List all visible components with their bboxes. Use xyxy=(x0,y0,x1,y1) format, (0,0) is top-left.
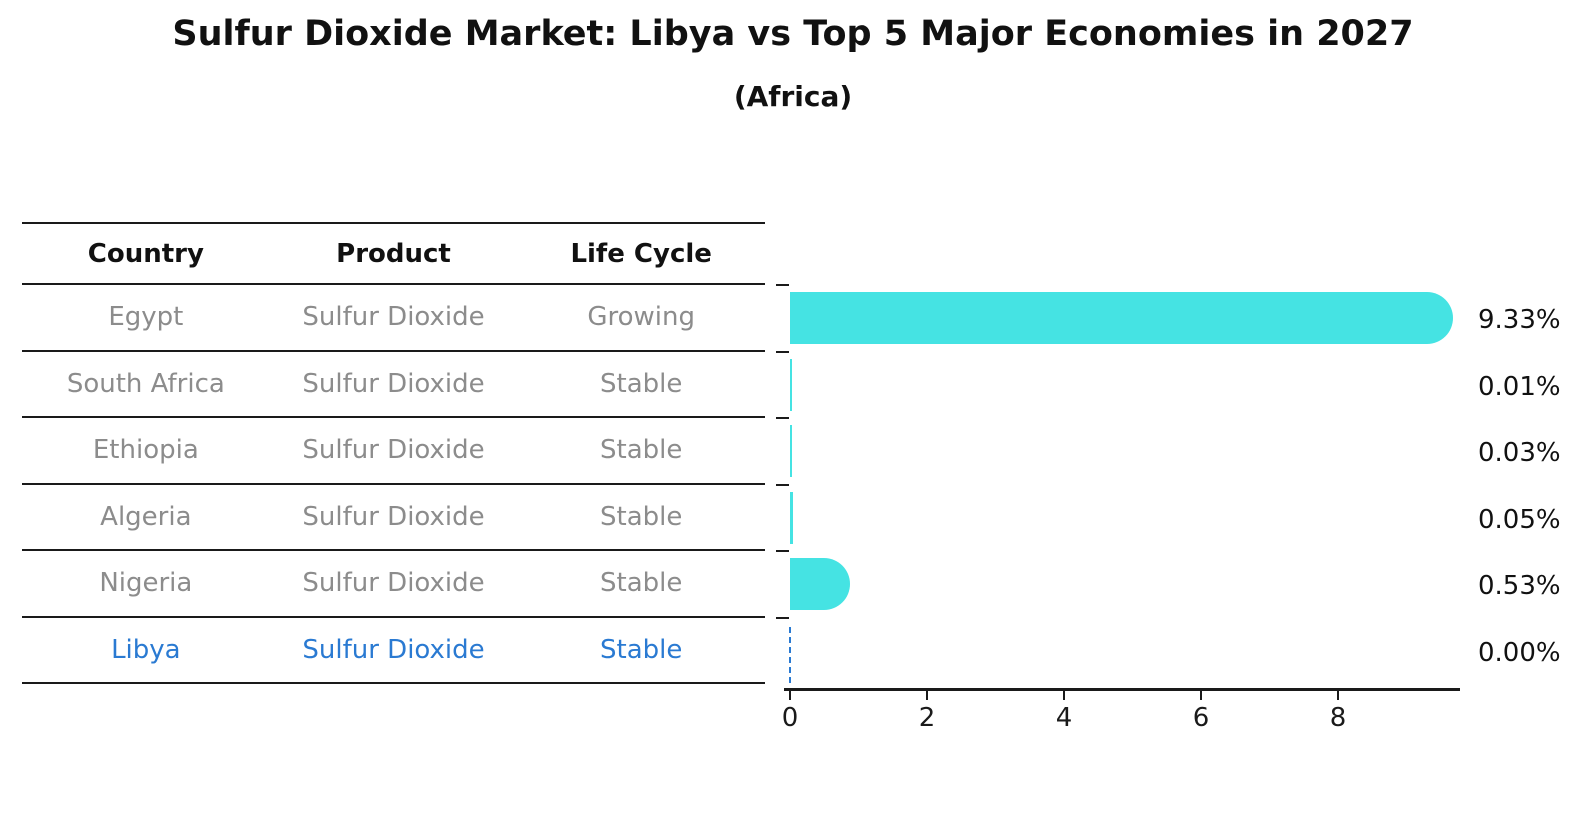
cell-product: Sulfur Dioxide xyxy=(302,302,485,333)
table-row: Algeria Sulfur Dioxide Stable xyxy=(22,485,765,551)
bar-libya-zero-marker xyxy=(789,626,791,683)
cell-country: Libya xyxy=(111,634,181,665)
x-axis-tick xyxy=(1063,691,1065,700)
cell-life-cycle: Stable xyxy=(600,568,683,599)
chart-title: Sulfur Dioxide Market: Libya vs Top 5 Ma… xyxy=(172,14,1414,54)
value-labels: 9.33% 0.01% 0.03% 0.05% 0.53% 0.00% xyxy=(1478,222,1586,692)
value-label-ethiopia: 0.03% xyxy=(1478,438,1561,469)
header-product: Product xyxy=(336,238,451,269)
cell-product: Sulfur Dioxide xyxy=(302,368,485,399)
y-axis-tick xyxy=(776,616,789,619)
cell-country: Nigeria xyxy=(99,568,193,599)
x-axis-line xyxy=(784,688,1460,691)
x-axis-tick-label: 6 xyxy=(1192,703,1210,733)
table-row: Egypt Sulfur Dioxide Growing xyxy=(22,285,765,352)
y-axis-tick xyxy=(776,350,789,353)
cell-life-cycle: Stable xyxy=(600,501,683,532)
value-label-libya: 0.00% xyxy=(1478,637,1561,668)
cell-life-cycle: Growing xyxy=(587,302,695,333)
header-life-cycle: Life Cycle xyxy=(570,238,712,269)
bar-egypt xyxy=(790,292,1454,345)
x-axis-tick xyxy=(789,691,791,700)
cell-product: Sulfur Dioxide xyxy=(302,634,485,665)
cell-country: Algeria xyxy=(100,501,192,532)
cell-life-cycle: Stable xyxy=(600,634,683,665)
y-axis-tick xyxy=(776,550,789,552)
cell-country: Egypt xyxy=(108,302,184,333)
x-axis-tick-label: 2 xyxy=(918,703,936,733)
bar-south-africa xyxy=(790,358,792,411)
market-table: Country Product Life Cycle Egypt Sulfur … xyxy=(22,222,765,684)
chart-subtitle: (Africa) xyxy=(733,80,853,113)
table-row: Libya Sulfur Dioxide Stable xyxy=(22,618,765,684)
x-axis-tick-label: 0 xyxy=(781,703,799,733)
bar-plot: 0 2 4 6 8 xyxy=(776,222,1460,733)
y-axis-tick xyxy=(776,284,789,286)
header-country: Country xyxy=(87,238,204,269)
cell-product: Sulfur Dioxide xyxy=(302,568,485,599)
cell-life-cycle: Stable xyxy=(600,435,683,466)
bar-ethiopia xyxy=(790,425,793,478)
x-axis-tick xyxy=(1200,691,1202,700)
value-label-nigeria: 0.53% xyxy=(1478,571,1561,602)
cell-product: Sulfur Dioxide xyxy=(302,501,485,532)
bar-algeria xyxy=(790,491,794,544)
x-axis-tick xyxy=(926,691,928,700)
table-row: Ethiopia Sulfur Dioxide Stable xyxy=(22,418,765,485)
market-table-header: Country Product Life Cycle xyxy=(22,222,765,285)
y-axis-tick xyxy=(776,483,789,486)
cell-product: Sulfur Dioxide xyxy=(302,435,485,466)
bar-nigeria xyxy=(790,558,851,611)
x-axis-tick xyxy=(1337,691,1339,700)
value-label-south-africa: 0.01% xyxy=(1478,371,1561,402)
cell-country: Ethiopia xyxy=(92,435,199,466)
y-axis-tick xyxy=(776,417,789,419)
table-row: South Africa Sulfur Dioxide Stable xyxy=(22,352,765,418)
table-row: Nigeria Sulfur Dioxide Stable xyxy=(22,551,765,618)
cell-life-cycle: Stable xyxy=(600,368,683,399)
value-label-egypt: 9.33% xyxy=(1478,305,1561,336)
x-axis-tick-label: 4 xyxy=(1055,703,1073,733)
value-label-algeria: 0.05% xyxy=(1478,504,1561,535)
cell-country: South Africa xyxy=(66,368,225,399)
market-table-body: Egypt Sulfur Dioxide Growing South Afric… xyxy=(22,285,765,684)
x-axis-tick-label: 8 xyxy=(1329,703,1347,733)
